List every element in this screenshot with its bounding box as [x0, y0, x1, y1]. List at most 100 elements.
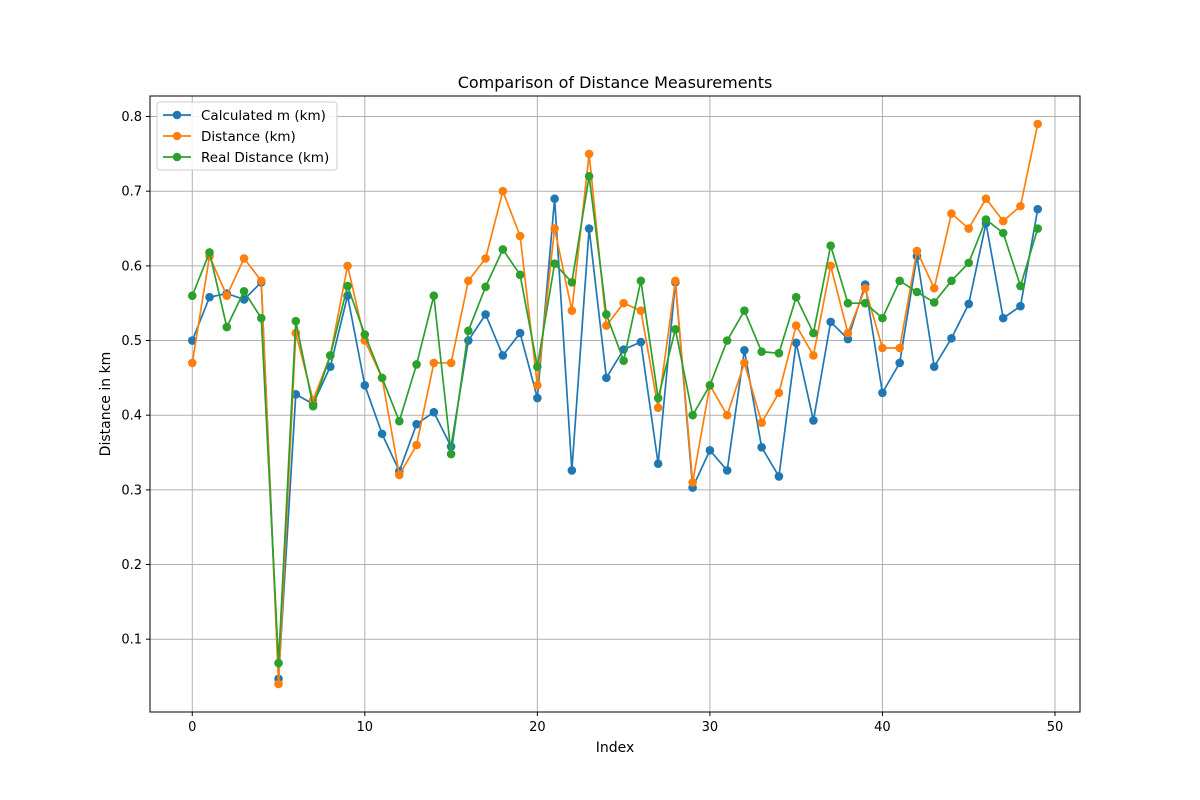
data-point: [446, 449, 456, 459]
data-point: [602, 373, 611, 383]
data-point: [740, 345, 749, 355]
data-point: [567, 306, 577, 315]
data-point: [567, 466, 577, 475]
data-point: [395, 470, 404, 480]
y-tick-label: 0.8: [121, 110, 142, 125]
data-point: [809, 416, 818, 425]
data-point: [878, 388, 887, 398]
data-point: [774, 348, 784, 358]
y-tick-label: 0.4: [121, 409, 142, 424]
data-point: [757, 347, 766, 357]
data-point: [412, 440, 421, 450]
x-tick-label: 40: [874, 720, 891, 735]
data-point: [895, 276, 904, 286]
data-point: [1033, 119, 1043, 129]
y-axis-title: Distance in km: [98, 352, 114, 457]
data-point: [878, 313, 887, 323]
data-point: [826, 317, 835, 327]
x-axis-title: Index: [596, 740, 635, 756]
data-point: [412, 360, 421, 369]
data-point: [1033, 204, 1043, 214]
data-point: [533, 362, 542, 371]
series-line: [191, 123, 1039, 685]
x-tick-label: 50: [1047, 720, 1064, 735]
legend-swatch-marker: [172, 131, 182, 141]
data-point: [860, 298, 870, 308]
data-point: [722, 336, 732, 345]
data-point: [446, 358, 456, 368]
legend-label: Calculated m (km): [201, 108, 326, 124]
data-point: [895, 343, 904, 353]
data-point: [602, 310, 611, 319]
data-point: [205, 292, 214, 302]
grid-lines: [150, 96, 1080, 712]
data-point: [550, 224, 559, 233]
series-3: [187, 171, 1043, 668]
data-point: [584, 171, 594, 181]
data-point: [481, 254, 490, 263]
data-point: [705, 381, 715, 390]
data-point: [584, 149, 594, 159]
data-point: [187, 291, 197, 301]
data-point: [326, 362, 335, 371]
data-point: [619, 298, 628, 308]
data-point: [239, 286, 249, 296]
data-point: [947, 333, 956, 343]
data-point: [360, 330, 370, 339]
data-point: [671, 276, 680, 286]
data-point: [791, 292, 801, 302]
legend-label: Real Distance (km): [201, 150, 329, 166]
data-point: [964, 299, 974, 309]
x-tick-label: 10: [357, 720, 374, 735]
data-point: [1033, 224, 1043, 233]
data-point: [515, 328, 525, 338]
data-point: [343, 281, 352, 291]
data-point: [187, 358, 197, 368]
data-point: [998, 216, 1008, 226]
data-point: [912, 246, 922, 256]
data-point: [1016, 301, 1025, 311]
data-point: [895, 358, 904, 368]
series-layer: [187, 119, 1043, 689]
data-point: [688, 410, 697, 420]
data-point: [533, 381, 542, 390]
data-point: [377, 429, 387, 439]
data-point: [464, 326, 473, 336]
data-point: [791, 321, 801, 330]
data-point: [429, 358, 439, 368]
data-point: [274, 679, 283, 689]
y-tick-label: 0.5: [121, 334, 142, 349]
axis-ticks: 0 10 20 30 40 50 0.1 0.2 0.3 0.4 0.5 0.6 0.7 0.8: [121, 110, 1063, 735]
data-point: [481, 282, 490, 292]
data-point: [498, 351, 508, 360]
data-point: [498, 245, 508, 254]
data-point: [774, 388, 784, 398]
data-point: [412, 419, 421, 429]
y-tick-label: 0.1: [121, 633, 142, 648]
data-point: [1016, 201, 1025, 211]
x-tick-label: 30: [702, 720, 719, 735]
series-line: [191, 175, 1039, 664]
legend-label: Distance (km): [201, 129, 296, 145]
data-point: [964, 258, 974, 268]
data-point: [653, 403, 663, 413]
data-point: [222, 322, 232, 332]
data-point: [981, 194, 991, 203]
data-point: [550, 194, 559, 203]
data-point: [395, 416, 404, 426]
chart-title: Comparison of Distance Measurements: [458, 73, 773, 92]
data-point: [912, 287, 922, 297]
data-point: [740, 358, 749, 368]
data-point: [653, 459, 663, 469]
data-point: [653, 393, 663, 403]
legend-swatch-marker: [172, 152, 182, 162]
data-point: [326, 351, 335, 360]
data-point: [843, 334, 853, 344]
data-point: [947, 276, 956, 286]
data-point: [636, 276, 646, 286]
data-point: [998, 228, 1008, 238]
data-point: [878, 343, 887, 353]
y-tick-label: 0.6: [121, 259, 142, 274]
data-point: [722, 410, 732, 420]
x-tick-label: 20: [529, 720, 546, 735]
